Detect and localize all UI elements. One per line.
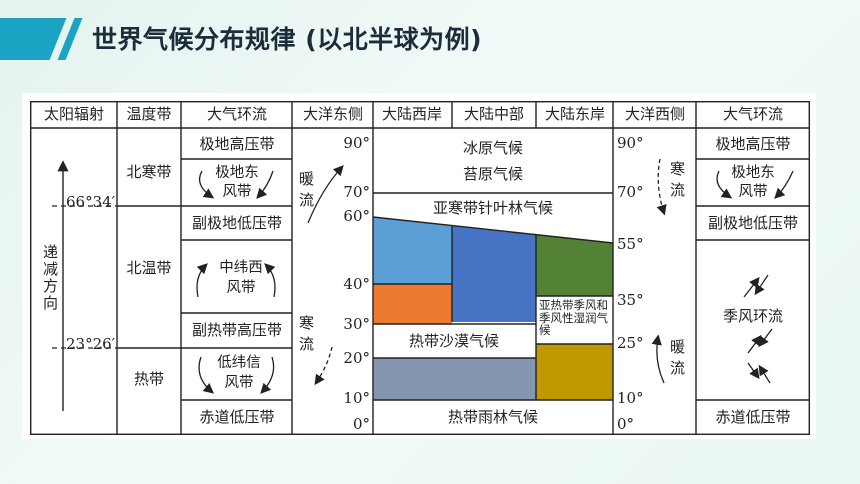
header-solar-radiation: 太阳辐射 bbox=[43, 105, 105, 123]
climate-ice-cap: 冰原气候 bbox=[462, 139, 524, 157]
top-accent-bar bbox=[0, 0, 860, 10]
warm-current-arrow-east bbox=[307, 165, 344, 224]
polar-easterly-arrow-left bbox=[198, 170, 215, 199]
region-oceanic-west bbox=[373, 217, 452, 284]
zone-north-temperate: 北温带 bbox=[126, 259, 172, 277]
header-atmospheric-circulation: 大气环流 bbox=[206, 105, 268, 123]
subpolar-low: 副极地低压带 bbox=[191, 214, 283, 232]
climate-subarctic: 亚寒带针叶林气候 bbox=[432, 199, 554, 217]
header-continent-east-coast: 大陆东岸 bbox=[544, 105, 606, 123]
westerly-arrow-left bbox=[196, 263, 208, 298]
trade-wind-arrow-left bbox=[198, 356, 214, 394]
cold-current-west-label: 寒流 bbox=[668, 161, 686, 203]
table-frame bbox=[30, 101, 810, 435]
header-continent-west-coast: 大陆西岸 bbox=[381, 105, 443, 123]
warm-current-west-label: 暖流 bbox=[668, 339, 686, 381]
header-temperature-zone: 温度带 bbox=[126, 105, 172, 123]
polar-easterly-arrow-right-col-right bbox=[774, 170, 794, 199]
monsoon-circulation: 季风环流 bbox=[722, 307, 784, 325]
header-atmospheric-circulation-right: 大气环流 bbox=[722, 105, 784, 123]
left-lat-10: 10° bbox=[343, 389, 370, 407]
zone-north-frigid: 北寒带 bbox=[126, 163, 172, 181]
climate-desert: 热带沙漠气候 bbox=[408, 332, 500, 350]
right-lat-10: 10° bbox=[617, 389, 644, 407]
right-lat-55: 55° bbox=[617, 235, 644, 253]
polar-easterly-arrow-right-col-left bbox=[716, 170, 733, 199]
equatorial-low-right: 赤道低压带 bbox=[715, 408, 791, 426]
left-lat-60: 60° bbox=[343, 207, 370, 225]
region-desert-lower bbox=[373, 358, 536, 400]
region-temperate-monsoon bbox=[536, 235, 613, 296]
polar-easterlies-right: 极地东风带 bbox=[731, 165, 775, 200]
latitude-23-26: 23°26′ bbox=[66, 335, 116, 353]
polar-easterly-arrow-right bbox=[256, 170, 274, 199]
trade-winds: 低纬信风带 bbox=[217, 355, 261, 391]
cold-current-arrow-east bbox=[314, 346, 333, 386]
zone-tropical: 热带 bbox=[133, 370, 165, 388]
polar-easterlies: 极地东风带 bbox=[215, 165, 259, 200]
header-continent-interior: 大陆中部 bbox=[463, 105, 525, 123]
trade-wind-arrow-right bbox=[260, 356, 275, 394]
decrease-direction-label: 递减方向 bbox=[41, 244, 59, 312]
polar-high-right: 极地高压带 bbox=[715, 135, 791, 153]
climate-rainforest: 热带雨林气候 bbox=[447, 408, 539, 426]
latitude-66-34: 66°34′ bbox=[66, 193, 116, 211]
westerlies: 中纬西风带 bbox=[219, 260, 263, 296]
polar-high: 极地高压带 bbox=[199, 135, 275, 153]
left-lat-30: 30° bbox=[343, 315, 370, 333]
equatorial-low: 赤道低压带 bbox=[199, 408, 275, 426]
left-lat-40: 40° bbox=[343, 275, 370, 293]
warm-current-arrow-west bbox=[651, 334, 665, 384]
climate-tundra: 苔原气候 bbox=[462, 165, 524, 183]
westerly-arrow-right bbox=[264, 263, 276, 298]
region-mediterranean bbox=[373, 284, 452, 324]
climate-distribution-table: 太阳辐射 温度带 大气环流 大洋东侧 大陆西岸 大陆中部 大陆东岸 大洋西侧 大… bbox=[30, 101, 810, 435]
region-continental bbox=[452, 226, 536, 322]
subtropical-high: 副热带高压带 bbox=[191, 321, 283, 339]
header-ocean-west: 大洋西侧 bbox=[624, 105, 686, 123]
climate-subtropical-monsoon: 亚热带季风和季风性湿润气候 bbox=[539, 298, 608, 337]
subpolar-low-right: 副极地低压带 bbox=[707, 214, 799, 232]
right-lat-90: 90° bbox=[617, 134, 644, 152]
right-lat-35: 35° bbox=[617, 291, 644, 309]
warm-current-east-label: 暖流 bbox=[297, 171, 315, 213]
left-lat-70: 70° bbox=[343, 183, 370, 201]
table-graphics bbox=[30, 101, 810, 435]
header-decoration bbox=[0, 18, 67, 60]
cold-current-east-label: 寒流 bbox=[297, 315, 315, 357]
header-ocean-east: 大洋东侧 bbox=[302, 105, 364, 123]
right-lat-70: 70° bbox=[617, 183, 644, 201]
region-subarctic-fill bbox=[373, 193, 613, 243]
left-lat-90: 90° bbox=[343, 134, 370, 152]
left-lat-0: 0° bbox=[352, 415, 370, 433]
region-subtropical-monsoon bbox=[536, 344, 613, 400]
right-lat-0: 0° bbox=[617, 415, 635, 433]
cold-current-arrow-west bbox=[656, 158, 667, 216]
right-lat-25: 25° bbox=[617, 334, 644, 352]
page-title: 世界气候分布规律 (以北半球为例) bbox=[92, 25, 483, 54]
left-lat-20: 20° bbox=[343, 349, 370, 367]
